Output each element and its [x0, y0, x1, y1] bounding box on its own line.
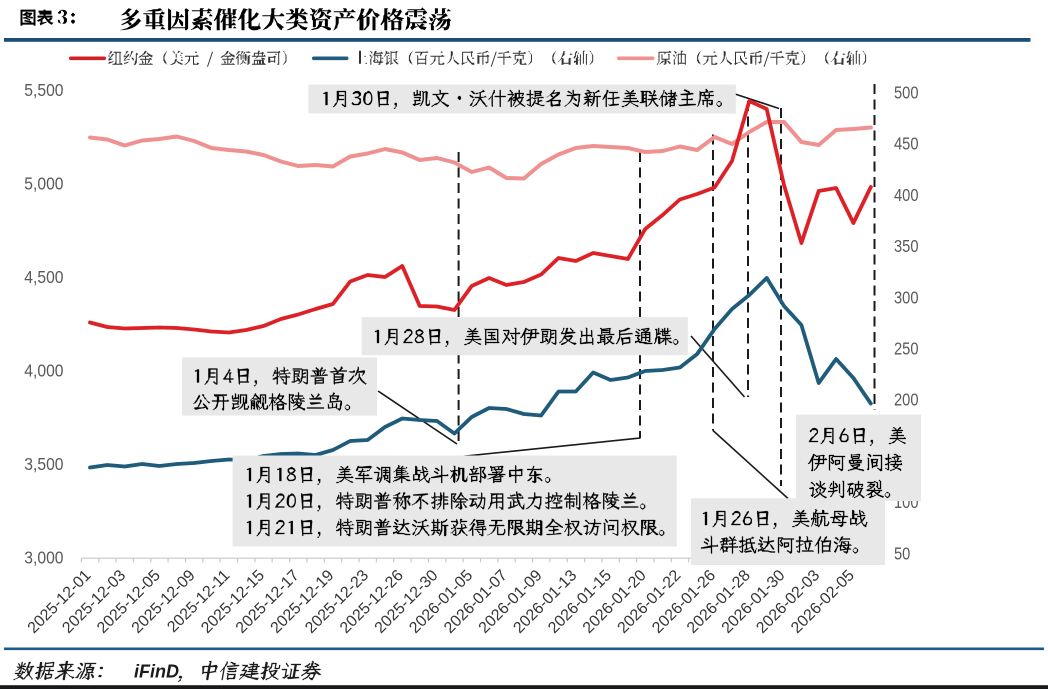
svg-text:250: 250 — [894, 339, 919, 359]
svg-text:5,500: 5,500 — [24, 80, 63, 100]
svg-text:50: 50 — [894, 543, 911, 563]
svg-text:300: 300 — [894, 287, 919, 307]
svg-text:500: 500 — [894, 83, 919, 103]
svg-text:iFinD: iFinD — [134, 662, 179, 682]
svg-text:4,000: 4,000 — [24, 361, 63, 381]
svg-text:450: 450 — [894, 134, 919, 154]
svg-text:350: 350 — [894, 236, 919, 256]
svg-text:3,000: 3,000 — [24, 548, 63, 568]
svg-text:200: 200 — [894, 390, 919, 410]
svg-text:4,500: 4,500 — [24, 267, 63, 287]
svg-text:5,000: 5,000 — [24, 174, 63, 194]
svg-text:3,500: 3,500 — [24, 454, 63, 474]
svg-text:400: 400 — [894, 185, 919, 205]
